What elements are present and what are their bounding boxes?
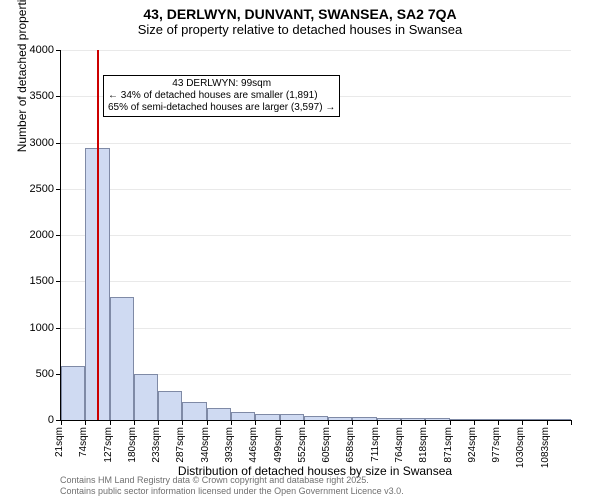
histogram-bar [255, 414, 279, 420]
ytick-label: 4000 [14, 44, 54, 56]
xtick-label: 233sqm [151, 427, 162, 463]
xtick-label: 74sqm [78, 427, 89, 457]
gridline [61, 281, 571, 282]
xtick-mark [377, 420, 378, 425]
histogram-bar [304, 416, 328, 420]
xtick-mark [401, 420, 402, 425]
xtick-label: 340sqm [200, 427, 211, 463]
xtick-mark [498, 420, 499, 425]
histogram-bar [207, 408, 231, 420]
xtick-mark [85, 420, 86, 425]
xtick-label: 127sqm [103, 427, 114, 463]
plot-region: 21sqm74sqm127sqm180sqm233sqm287sqm340sqm… [60, 50, 571, 421]
ytick-label: 1500 [14, 275, 54, 287]
xtick-label: 21sqm [54, 427, 65, 457]
xtick-label: 1030sqm [515, 427, 526, 468]
xtick-mark [110, 420, 111, 425]
xtick-label: 658sqm [345, 427, 356, 463]
xtick-label: 446sqm [248, 427, 259, 463]
annotation-box: 43 DERLWYN: 99sqm← 34% of detached house… [103, 75, 340, 117]
chart-area: 21sqm74sqm127sqm180sqm233sqm287sqm340sqm… [60, 50, 570, 420]
histogram-bar [134, 374, 158, 420]
ytick-mark [56, 281, 61, 282]
xtick-label: 977sqm [491, 427, 502, 463]
xtick-mark [304, 420, 305, 425]
xtick-mark [474, 420, 475, 425]
chart-title: 43, DERLWYN, DUNVANT, SWANSEA, SA2 7QA S… [0, 0, 600, 37]
histogram-bar [61, 366, 85, 420]
histogram-bar [498, 419, 522, 420]
xtick-mark [207, 420, 208, 425]
xtick-mark [450, 420, 451, 425]
xtick-label: 180sqm [127, 427, 138, 463]
ytick-mark [56, 50, 61, 51]
xtick-label: 499sqm [273, 427, 284, 463]
xtick-label: 393sqm [224, 427, 235, 463]
gridline [61, 328, 571, 329]
histogram-bar [280, 414, 304, 420]
ytick-label: 500 [14, 368, 54, 380]
xtick-label: 711sqm [370, 427, 381, 462]
xtick-mark [280, 420, 281, 425]
ytick-mark [56, 328, 61, 329]
reference-line [97, 50, 99, 420]
histogram-bar [547, 419, 571, 420]
ytick-label: 3500 [14, 90, 54, 102]
histogram-bar [401, 418, 425, 420]
footer-line2: Contains public sector information licen… [60, 486, 404, 496]
xtick-mark [182, 420, 183, 425]
xtick-mark [61, 420, 62, 425]
xtick-mark [571, 420, 572, 425]
footer-attribution: Contains HM Land Registry data © Crown c… [60, 475, 404, 496]
xtick-mark [425, 420, 426, 425]
xtick-mark [134, 420, 135, 425]
annotation-line: 43 DERLWYN: 99sqm [108, 78, 335, 90]
title-line2: Size of property relative to detached ho… [0, 22, 600, 37]
xtick-label: 924sqm [467, 427, 478, 463]
xtick-mark [158, 420, 159, 425]
xtick-label: 287sqm [175, 427, 186, 463]
gridline [61, 189, 571, 190]
xtick-mark [522, 420, 523, 425]
xtick-label: 764sqm [394, 427, 405, 463]
histogram-bar [450, 419, 474, 420]
histogram-bar [110, 297, 134, 420]
ytick-label: 3000 [14, 137, 54, 149]
histogram-bar [158, 391, 182, 420]
histogram-bar [377, 418, 401, 420]
xtick-mark [255, 420, 256, 425]
xtick-label: 605sqm [321, 427, 332, 463]
ytick-label: 2000 [14, 229, 54, 241]
xtick-label: 1083sqm [540, 427, 551, 468]
histogram-bar [474, 419, 498, 420]
ytick-mark [56, 235, 61, 236]
annotation-line: ← 34% of detached houses are smaller (1,… [108, 90, 335, 102]
histogram-bar [425, 418, 449, 420]
y-axis-label: Number of detached properties [15, 0, 29, 152]
histogram-bar [328, 417, 352, 420]
annotation-line: 65% of semi-detached houses are larger (… [108, 102, 335, 114]
histogram-bar [522, 419, 546, 420]
ytick-label: 2500 [14, 183, 54, 195]
ytick-label: 1000 [14, 322, 54, 334]
xtick-mark [328, 420, 329, 425]
xtick-label: 871sqm [443, 427, 454, 463]
gridline [61, 235, 571, 236]
ytick-mark [56, 189, 61, 190]
histogram-bar [182, 402, 206, 420]
ytick-mark [56, 96, 61, 97]
footer-line1: Contains HM Land Registry data © Crown c… [60, 475, 404, 485]
xtick-mark [352, 420, 353, 425]
xtick-label: 552sqm [297, 427, 308, 463]
gridline [61, 50, 571, 51]
ytick-label: 0 [14, 414, 54, 426]
title-line1: 43, DERLWYN, DUNVANT, SWANSEA, SA2 7QA [0, 6, 600, 22]
ytick-mark [56, 143, 61, 144]
histogram-bar [352, 417, 376, 420]
histogram-bar [231, 412, 255, 420]
xtick-label: 818sqm [418, 427, 429, 463]
gridline [61, 143, 571, 144]
xtick-mark [547, 420, 548, 425]
xtick-mark [231, 420, 232, 425]
